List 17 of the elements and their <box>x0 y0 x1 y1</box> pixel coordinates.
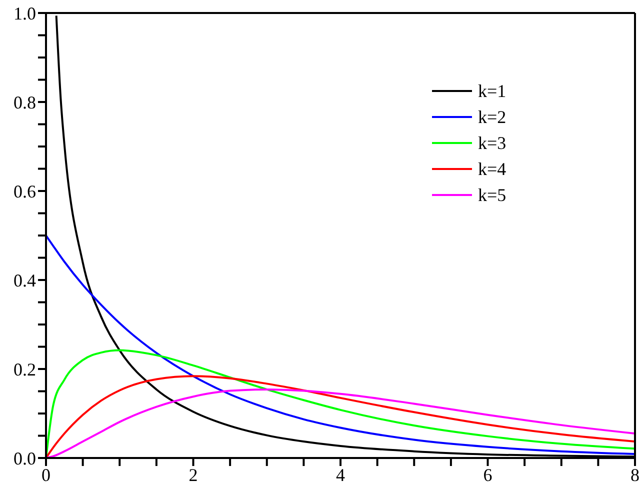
y-tick-label: 0.0 <box>14 448 36 468</box>
y-tick-label: 0.8 <box>14 92 36 112</box>
legend-label: k=4 <box>478 158 506 181</box>
legend-label: k=1 <box>478 80 506 103</box>
x-tick-label: 8 <box>630 464 640 485</box>
y-tick-label: 1.0 <box>14 3 36 24</box>
x-tick-label: 4 <box>336 464 345 485</box>
x-tick-label: 2 <box>188 464 198 485</box>
y-tick-label: 0.4 <box>14 270 36 290</box>
y-tick-label: 0.2 <box>14 359 36 380</box>
legend-label: k=5 <box>478 184 506 207</box>
legend-label: k=3 <box>478 132 506 155</box>
y-tick-label: 0.6 <box>14 181 36 202</box>
x-tick-label: 0 <box>42 464 50 485</box>
legend-label: k=2 <box>478 106 506 129</box>
line-series <box>46 234 635 455</box>
x-tick-label: 6 <box>483 464 492 485</box>
